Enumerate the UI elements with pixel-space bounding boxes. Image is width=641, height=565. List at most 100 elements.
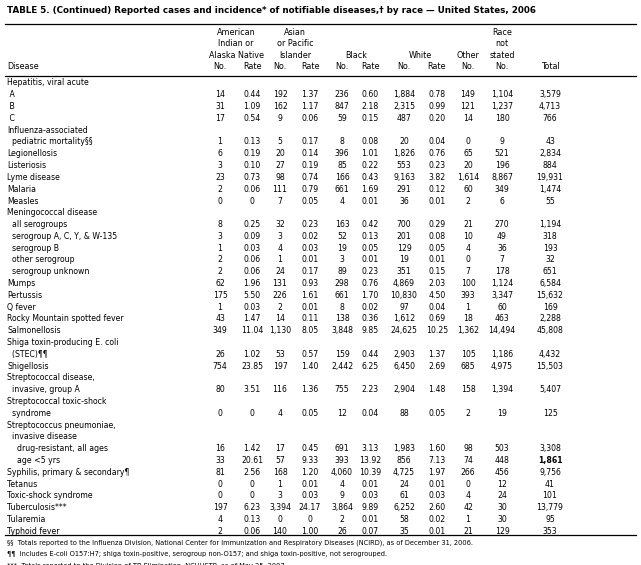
Text: 65: 65 (463, 149, 473, 158)
Text: B: B (7, 102, 15, 111)
Text: 10: 10 (463, 232, 473, 241)
Text: 162: 162 (272, 102, 287, 111)
Text: 0: 0 (308, 515, 312, 524)
Text: 95: 95 (545, 515, 555, 524)
Text: Tetanus: Tetanus (7, 480, 37, 489)
Text: 0.05: 0.05 (301, 197, 319, 206)
Text: ¶¶  Includes E-coli O157:H7; shiga toxin-positive, serogroup non-O157; and shiga: ¶¶ Includes E-coli O157:H7; shiga toxin-… (7, 551, 387, 557)
Text: 14,494: 14,494 (488, 327, 515, 335)
Text: 2: 2 (217, 527, 222, 536)
Text: 0.36: 0.36 (362, 315, 379, 324)
Text: 0.02: 0.02 (428, 515, 445, 524)
Text: 20.61: 20.61 (241, 456, 263, 465)
Text: 0.01: 0.01 (301, 255, 319, 264)
Text: 3,347: 3,347 (491, 291, 513, 300)
Text: 0.01: 0.01 (428, 197, 445, 206)
Text: 9.85: 9.85 (362, 327, 379, 335)
Text: Influenza-associated: Influenza-associated (7, 125, 88, 134)
Text: 15,503: 15,503 (537, 362, 563, 371)
Text: American: American (217, 28, 255, 37)
Text: 351: 351 (397, 267, 412, 276)
Text: 3.82: 3.82 (428, 173, 445, 182)
Text: 97: 97 (399, 303, 409, 312)
Text: 8: 8 (340, 137, 344, 146)
Text: 129: 129 (495, 527, 510, 536)
Text: 4,869: 4,869 (393, 279, 415, 288)
Text: 0.10: 0.10 (244, 161, 261, 170)
Text: 236: 236 (335, 90, 349, 99)
Text: 159: 159 (335, 350, 349, 359)
Text: 0.93: 0.93 (301, 279, 319, 288)
Text: 0.01: 0.01 (301, 480, 319, 489)
Text: 100: 100 (461, 279, 476, 288)
Text: 19,931: 19,931 (537, 173, 563, 182)
Text: 4: 4 (278, 244, 283, 253)
Text: 0.02: 0.02 (301, 232, 319, 241)
Text: 1.60: 1.60 (428, 444, 445, 453)
Text: Shigellosis: Shigellosis (7, 362, 49, 371)
Text: 0.13: 0.13 (244, 515, 261, 524)
Text: 553: 553 (397, 161, 412, 170)
Text: 2,442: 2,442 (331, 362, 353, 371)
Text: 0.42: 0.42 (362, 220, 379, 229)
Text: 0: 0 (465, 137, 470, 146)
Text: 192: 192 (272, 90, 287, 99)
Text: 1.37: 1.37 (428, 350, 445, 359)
Text: 0.17: 0.17 (301, 137, 319, 146)
Text: 3.51: 3.51 (244, 385, 261, 394)
Text: 0: 0 (278, 515, 283, 524)
Text: Lyme disease: Lyme disease (7, 173, 60, 182)
Text: 0.05: 0.05 (428, 244, 445, 253)
Text: 24: 24 (275, 267, 285, 276)
Text: 12: 12 (497, 480, 507, 489)
Text: 52: 52 (337, 232, 347, 241)
Text: 0.06: 0.06 (244, 255, 260, 264)
Text: 0.01: 0.01 (428, 255, 445, 264)
Text: 129: 129 (397, 244, 412, 253)
Text: 3: 3 (278, 492, 283, 501)
Text: Toxic-shock syndrome: Toxic-shock syndrome (7, 492, 93, 501)
Text: 43: 43 (215, 315, 225, 324)
Text: 4,432: 4,432 (539, 350, 561, 359)
Text: 6,252: 6,252 (393, 503, 415, 512)
Text: 43: 43 (545, 137, 555, 146)
Text: 0.01: 0.01 (428, 527, 445, 536)
Text: 0.44: 0.44 (362, 350, 379, 359)
Text: 7: 7 (465, 267, 470, 276)
Text: 1.37: 1.37 (301, 90, 319, 99)
Text: 3: 3 (340, 255, 344, 264)
Text: 1,884: 1,884 (393, 90, 415, 99)
Text: 0.06: 0.06 (244, 527, 260, 536)
Text: 2,288: 2,288 (539, 315, 561, 324)
Text: 140: 140 (272, 527, 287, 536)
Text: 98: 98 (275, 173, 285, 182)
Text: Q fever: Q fever (7, 303, 36, 312)
Text: 1.97: 1.97 (428, 468, 445, 477)
Text: 3,848: 3,848 (331, 327, 353, 335)
Text: 0.05: 0.05 (428, 409, 445, 418)
Text: 4: 4 (278, 409, 283, 418)
Text: Streptococcal disease,: Streptococcal disease, (7, 373, 95, 383)
Text: 661: 661 (335, 185, 349, 194)
Text: 0.25: 0.25 (244, 220, 260, 229)
Text: Hepatitis, viral acute: Hepatitis, viral acute (7, 79, 88, 88)
Text: 6,450: 6,450 (393, 362, 415, 371)
Text: 13,779: 13,779 (537, 503, 563, 512)
Text: 1,826: 1,826 (393, 149, 415, 158)
Text: 116: 116 (272, 385, 287, 394)
Text: 20: 20 (399, 137, 409, 146)
Text: 2: 2 (340, 515, 344, 524)
Text: 1,130: 1,130 (269, 327, 291, 335)
Text: 521: 521 (495, 149, 510, 158)
Text: 10,830: 10,830 (390, 291, 417, 300)
Text: 197: 197 (213, 503, 228, 512)
Text: (STEC)¶¶: (STEC)¶¶ (7, 350, 47, 359)
Text: 121: 121 (461, 102, 476, 111)
Text: 20: 20 (275, 149, 285, 158)
Text: 60: 60 (497, 303, 507, 312)
Text: 5.50: 5.50 (244, 291, 260, 300)
Text: 0.76: 0.76 (428, 149, 445, 158)
Text: 2,834: 2,834 (539, 149, 561, 158)
Text: 15,632: 15,632 (537, 291, 563, 300)
Text: 1: 1 (465, 303, 470, 312)
